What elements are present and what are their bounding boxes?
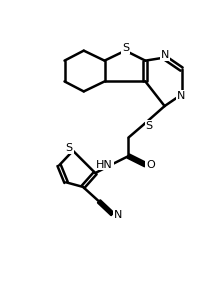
Text: S: S: [146, 121, 153, 131]
Text: N: N: [177, 91, 186, 101]
Text: S: S: [122, 43, 129, 53]
Text: S: S: [66, 143, 73, 153]
Text: O: O: [146, 160, 155, 170]
Text: HN: HN: [96, 160, 113, 170]
Text: N: N: [114, 210, 123, 220]
Text: N: N: [160, 50, 169, 60]
